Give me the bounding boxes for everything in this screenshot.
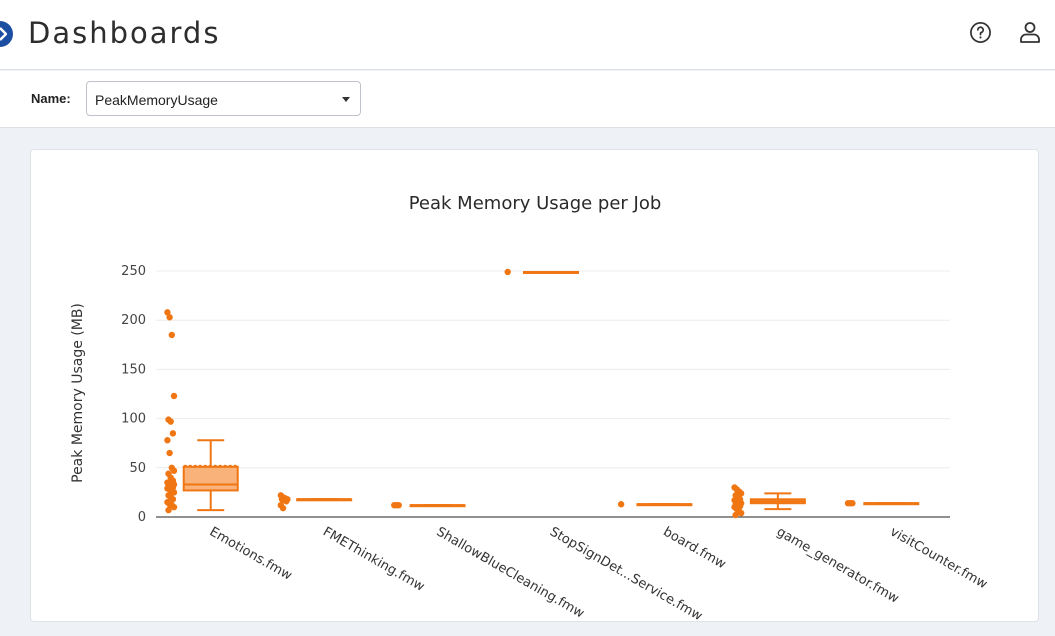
chart-title: Peak Memory Usage per Job <box>409 193 662 214</box>
y-tick-label: 50 <box>129 461 146 476</box>
page-title: Dashboards <box>28 16 221 50</box>
box-series-5 <box>731 484 806 519</box>
y-tick-label: 100 <box>121 412 146 427</box>
data-point <box>849 500 856 507</box>
select-value: PeakMemoryUsage <box>95 92 218 108</box>
data-point <box>164 309 171 316</box>
box-series-6 <box>844 500 920 507</box>
data-point <box>166 449 173 457</box>
data-point <box>732 511 739 519</box>
user-icon <box>1020 22 1040 43</box>
chart-card: Peak Memory Usage per Job Peak Memory Us… <box>30 149 1039 623</box>
y-axis-label: Peak Memory Usage (MB) <box>70 303 86 483</box>
data-point <box>166 314 173 321</box>
box-iqr <box>182 465 239 492</box>
data-point <box>279 504 287 512</box>
data-point <box>169 430 177 437</box>
chevron-right-icon <box>0 27 7 41</box>
caret-down-icon <box>342 97 350 102</box>
data-point <box>170 392 178 400</box>
app-header: Dashboards <box>0 0 1055 70</box>
nav-toggle-button[interactable] <box>0 21 13 47</box>
y-tick-label: 150 <box>121 362 146 377</box>
data-point <box>395 501 402 509</box>
x-tick-label: visitCounter.fmw <box>887 524 990 592</box>
x-tick-label: board.fmw <box>660 524 728 572</box>
x-tick-label: FMEThinking.fmw <box>320 524 427 594</box>
box-series-1 <box>277 492 353 512</box>
name-label: Name: <box>31 91 71 106</box>
data-point <box>170 503 178 511</box>
user-menu-button[interactable] <box>1018 20 1042 44</box>
x-tick-label: Emotions.fmw <box>207 524 295 583</box>
data-point <box>164 437 171 444</box>
data-point <box>170 489 178 496</box>
box-series-3 <box>504 268 579 276</box>
help-circle-icon <box>970 22 991 43</box>
y-tick-label: 0 <box>138 510 146 525</box>
data-point <box>169 496 177 503</box>
data-point <box>170 467 178 474</box>
data-point <box>165 506 172 514</box>
box-series-2 <box>391 501 466 509</box>
dashboard-name-select[interactable]: PeakMemoryUsage <box>86 81 361 116</box>
y-tick-label: 200 <box>121 313 146 328</box>
y-tick-label: 250 <box>121 264 146 279</box>
x-tick-label: game_generator.fmw <box>774 524 902 606</box>
filter-bar: Name: PeakMemoryUsage <box>0 71 1055 128</box>
data-point <box>283 498 290 505</box>
help-button[interactable] <box>969 21 992 44</box>
box-series-4 <box>617 501 693 508</box>
data-point <box>167 418 174 425</box>
data-point <box>737 509 745 517</box>
box-plot-chart: Peak Memory Usage per Job Peak Memory Us… <box>70 193 990 623</box>
data-point <box>617 501 625 508</box>
data-point <box>168 331 176 339</box>
box-series-0 <box>164 309 239 514</box>
data-point <box>504 268 511 276</box>
